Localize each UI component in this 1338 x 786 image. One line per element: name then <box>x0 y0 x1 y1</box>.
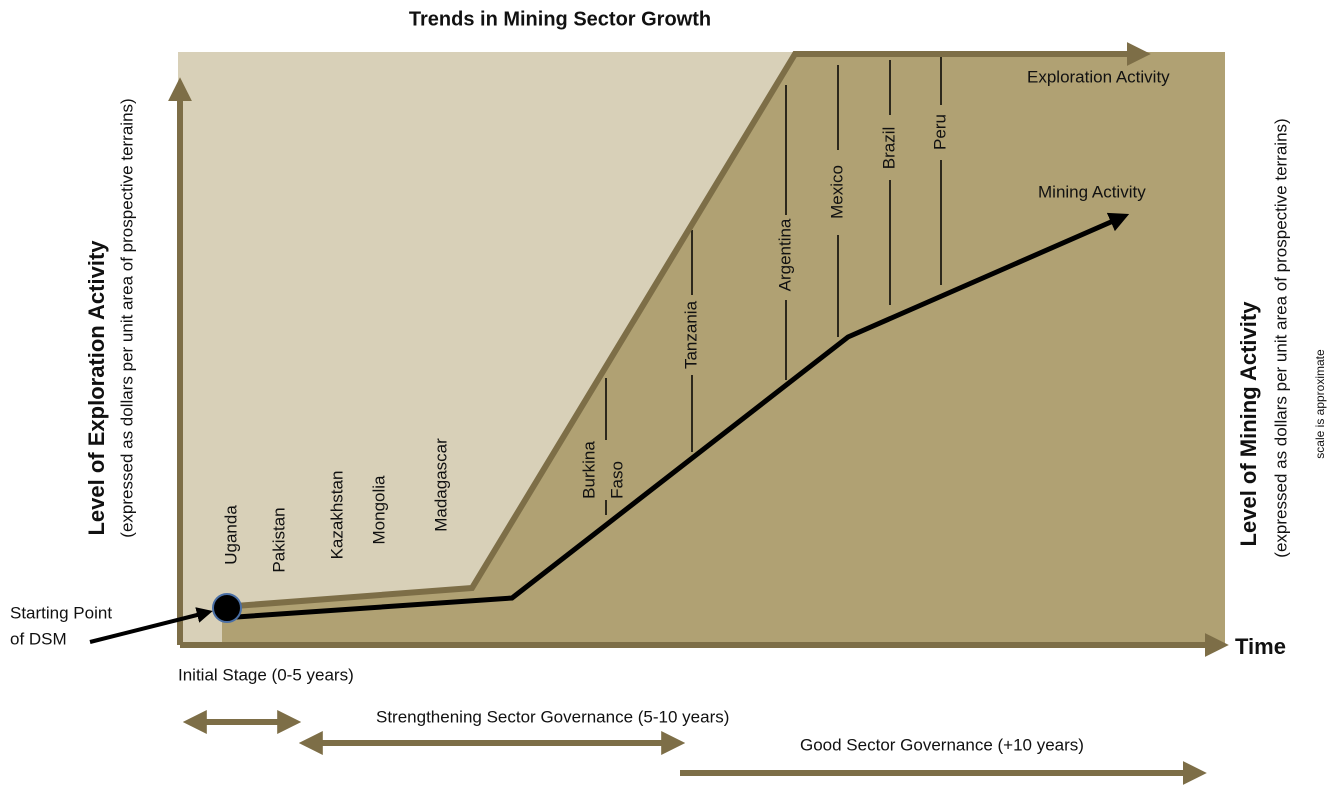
start-point <box>212 593 242 623</box>
right-axis-sublabel: (expressed as dollars per unit area of p… <box>1271 118 1290 557</box>
country-label: Madagascar <box>431 438 450 532</box>
country-label: Argentina <box>775 218 794 291</box>
country-label: Mongolia <box>369 475 388 545</box>
stage-label: Good Sector Governance (+10 years) <box>800 735 1084 754</box>
exploration-label: Exploration Activity <box>1027 67 1170 86</box>
x-axis-label: Time <box>1235 634 1286 659</box>
start-label: Starting Point <box>10 603 112 622</box>
country-label: Uganda <box>221 505 240 565</box>
left-axis-sublabel: (expressed as dollars per unit area of p… <box>117 98 136 537</box>
country-label: Kazakhstan <box>327 471 346 560</box>
country-label: Faso <box>607 461 626 499</box>
mining-label: Mining Activity <box>1038 182 1146 201</box>
country-label: Burkina <box>579 441 598 499</box>
country-label: Peru <box>930 114 949 150</box>
start-label: of DSM <box>10 629 67 648</box>
background-light <box>178 52 795 645</box>
start-arrow <box>89 607 213 644</box>
stage-label: Initial Stage (0-5 years) <box>178 665 354 684</box>
exploration-curve <box>221 42 1151 610</box>
scale-note: scale is approximate <box>1313 349 1327 459</box>
country-label: Pakistan <box>269 507 288 572</box>
country-label: Tanzania <box>681 300 700 369</box>
country-label: Brazil <box>879 127 898 170</box>
right-axis-label: Level of Mining Activity <box>1236 301 1261 547</box>
title: Trends in Mining Sector Growth <box>409 8 711 30</box>
mining-curve <box>221 212 1130 621</box>
country-label: Mexico <box>827 165 846 219</box>
country-lines <box>605 55 942 515</box>
left-axis-label: Level of Exploration Activity <box>84 240 109 536</box>
stage-label: Strengthening Sector Governance (5-10 ye… <box>376 707 729 726</box>
